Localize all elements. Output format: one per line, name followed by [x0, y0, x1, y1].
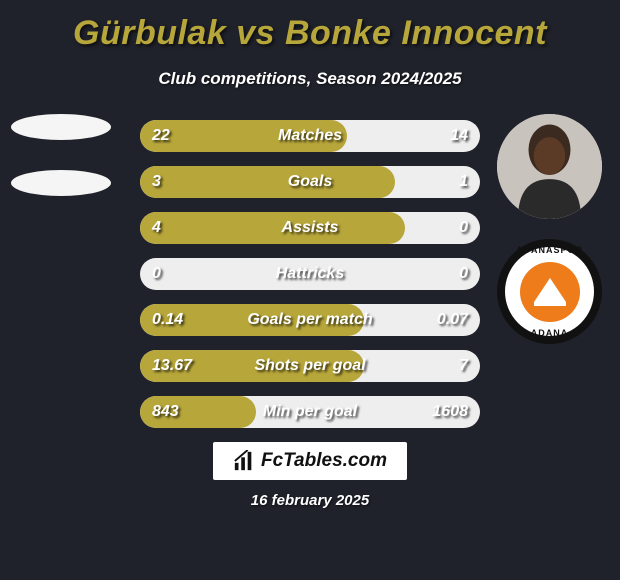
stat-right-value: 0 — [459, 212, 468, 244]
club-mark-icon — [530, 272, 570, 312]
stat-row: 22Matches14 — [140, 120, 480, 152]
season-subtitle: Club competitions, Season 2024/2025 — [18, 69, 602, 89]
stat-right-value: 0 — [459, 258, 468, 290]
page-title: Gürbulak vs Bonke Innocent — [18, 14, 602, 53]
stat-bars: 22Matches143Goals14Assists00Hattricks00.… — [140, 120, 480, 428]
stat-right-value: 1608 — [432, 396, 468, 428]
brand-badge: FcTables.com — [213, 442, 407, 480]
right-player-column: ADANASPOR ADANA — [497, 114, 602, 344]
club-logo-inner — [520, 262, 580, 322]
stat-row: 0.14Goals per match0.07 — [140, 304, 480, 336]
bar-chart-icon — [233, 450, 255, 472]
stat-right-value: 7 — [459, 350, 468, 382]
stat-label: Goals per match — [140, 304, 480, 336]
person-icon — [497, 114, 602, 219]
stat-row: 4Assists0 — [140, 212, 480, 244]
stat-right-value: 1 — [459, 166, 468, 198]
stat-label: Assists — [140, 212, 480, 244]
stat-right-value: 0.07 — [437, 304, 468, 336]
generation-date: 16 february 2025 — [251, 492, 369, 509]
stat-row: 843Min per goal1608 — [140, 396, 480, 428]
stat-label: Goals — [140, 166, 480, 198]
stat-row: 13.67Shots per goal7 — [140, 350, 480, 382]
stat-row: 0Hattricks0 — [140, 258, 480, 290]
right-club-logo: ADANASPOR ADANA — [497, 239, 602, 344]
stat-right-value: 14 — [450, 120, 468, 152]
club-name-top: ADANASPOR — [505, 245, 594, 255]
stat-label: Shots per goal — [140, 350, 480, 382]
left-club-logo-placeholder — [11, 170, 111, 196]
club-name-bottom: ADANA — [505, 328, 594, 338]
brand-text: FcTables.com — [261, 450, 387, 472]
footer: FcTables.com 16 february 2025 — [0, 442, 620, 509]
stat-row: 3Goals1 — [140, 166, 480, 198]
comparison-card: Gürbulak vs Bonke Innocent Club competit… — [0, 0, 620, 580]
left-player-column — [8, 114, 113, 196]
left-player-avatar-placeholder — [11, 114, 111, 140]
right-player-avatar — [497, 114, 602, 219]
stat-label: Matches — [140, 120, 480, 152]
stat-label: Min per goal — [140, 396, 480, 428]
stat-label: Hattricks — [140, 258, 480, 290]
